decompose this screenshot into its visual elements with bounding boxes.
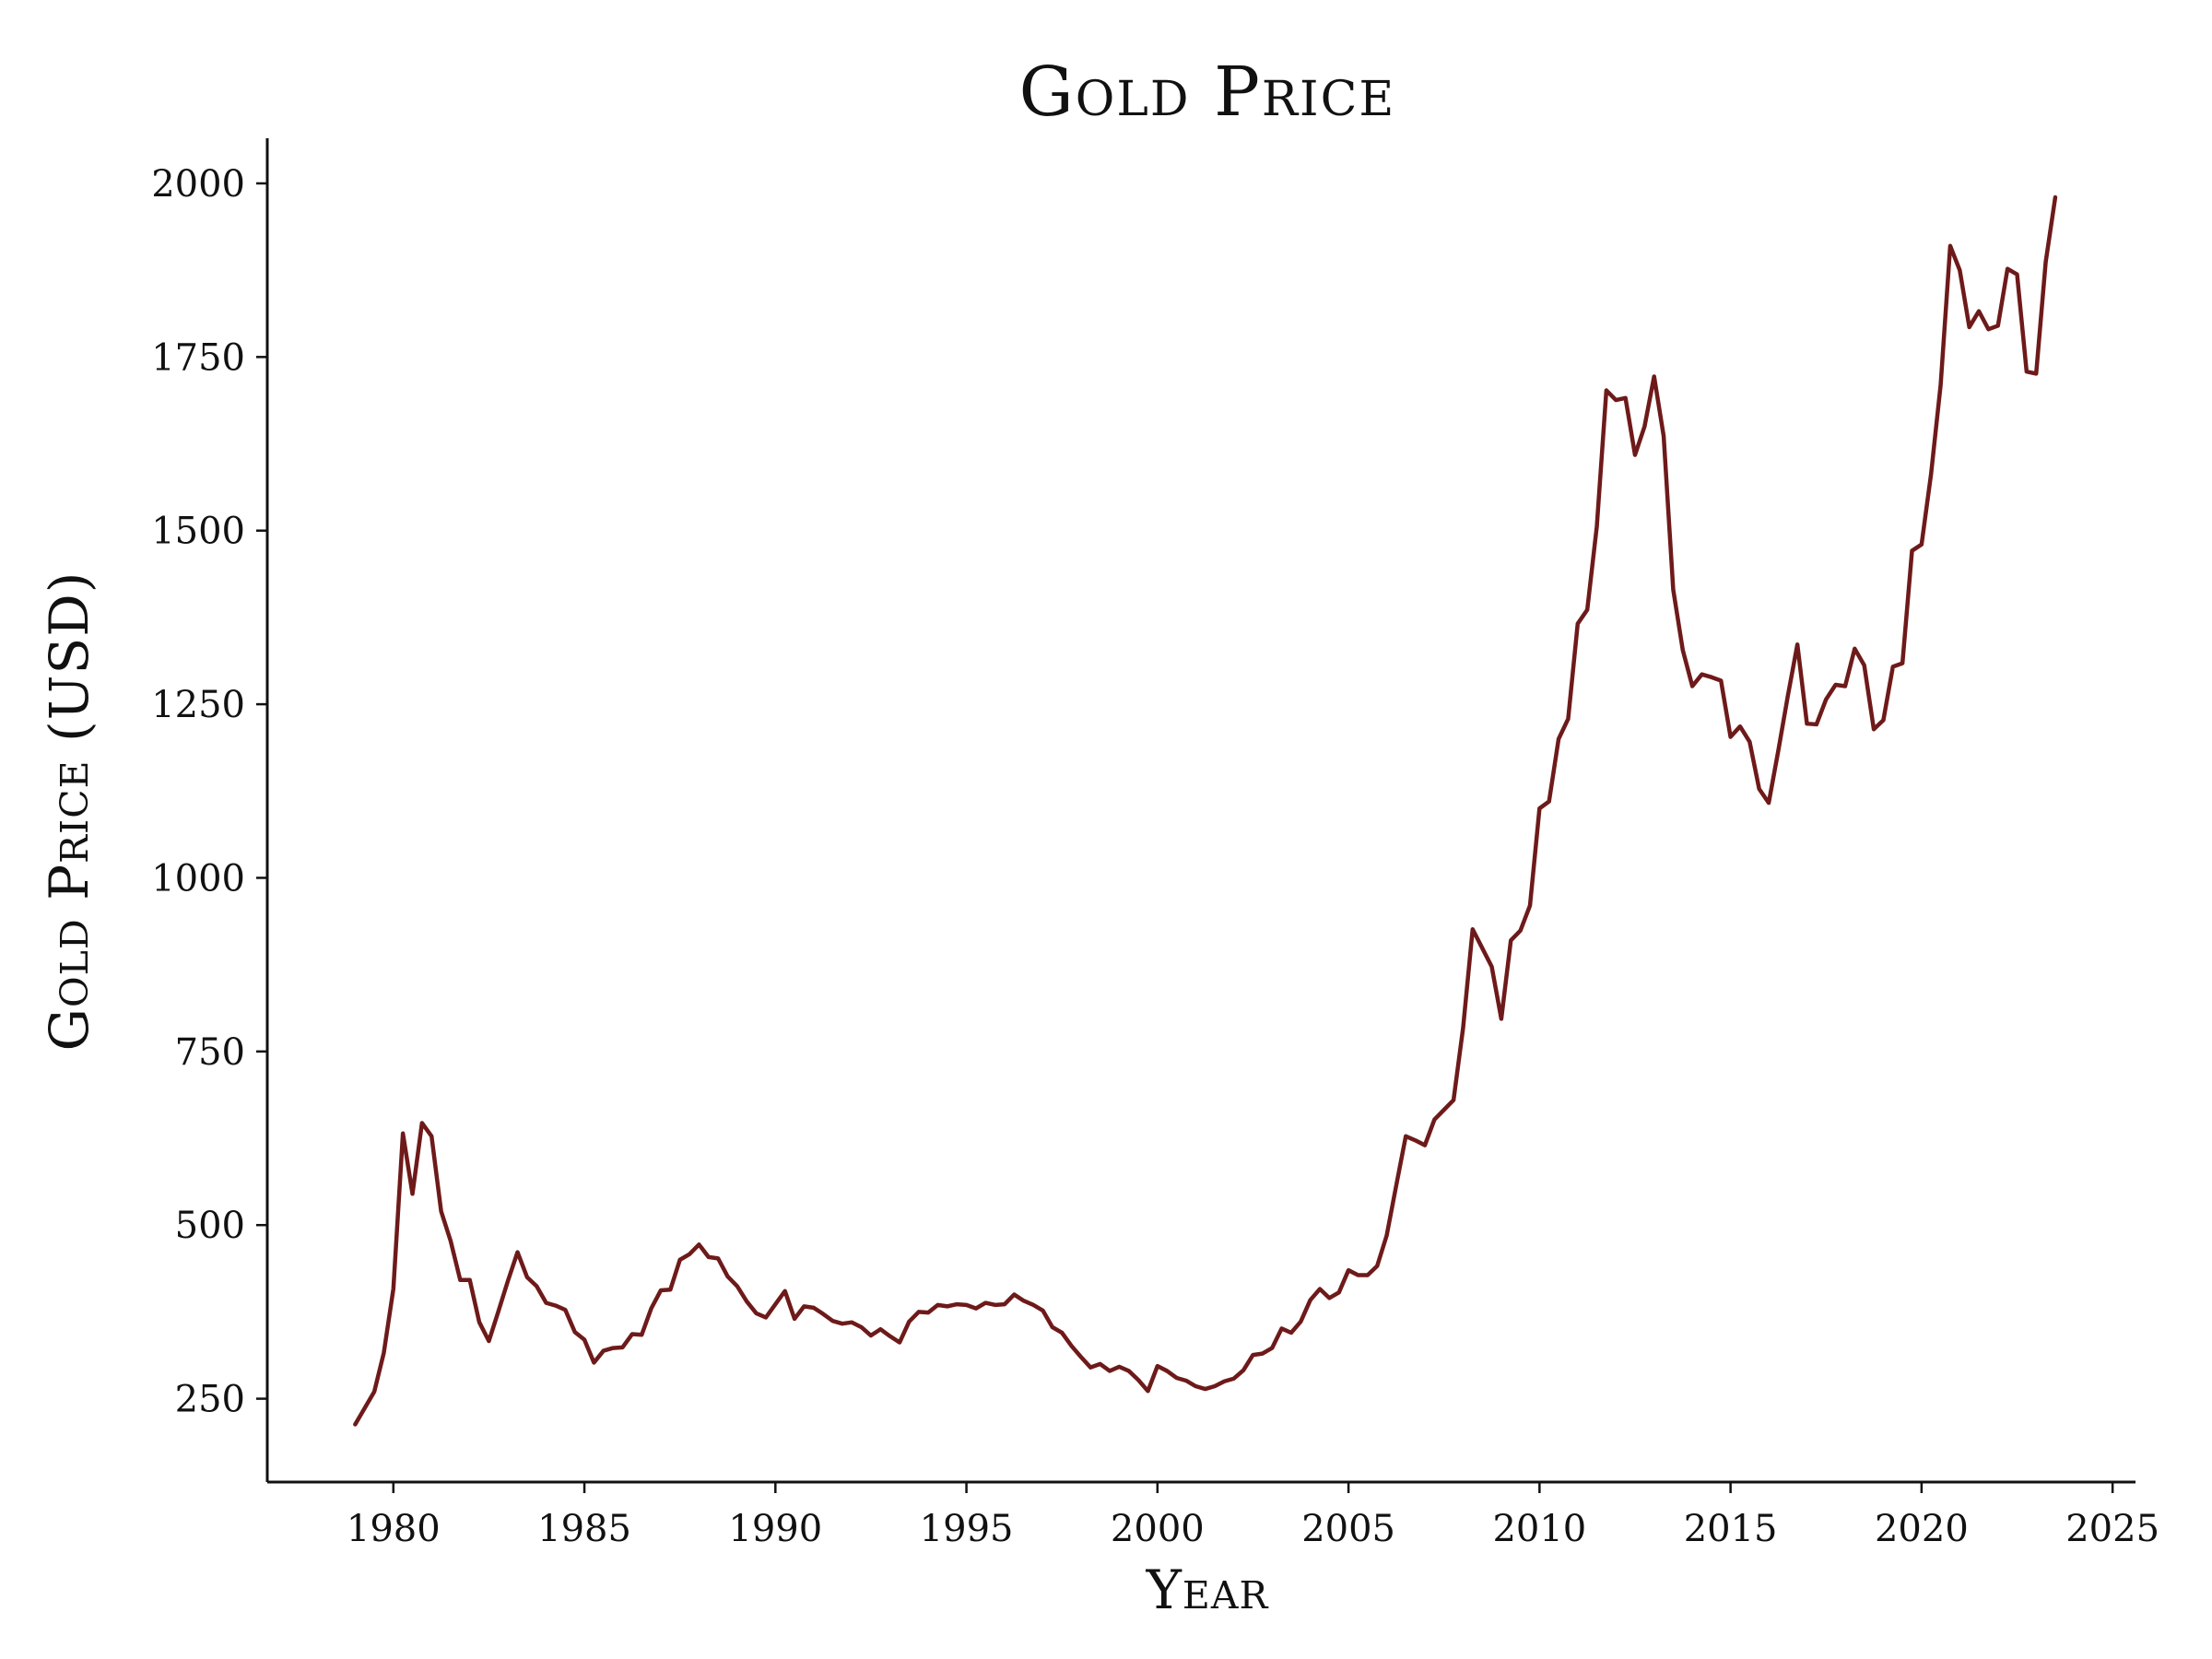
x-tick-label: 1980	[347, 1508, 441, 1550]
y-axis-label: Gold Price (USD)	[38, 571, 100, 1052]
x-axis-label: Year	[1146, 1559, 1269, 1621]
gold-price-series-line	[353, 194, 2058, 1427]
x-tick-label: 2020	[1875, 1508, 1969, 1550]
y-tick-label: 500	[175, 1205, 245, 1247]
x-tick-label: 2025	[2065, 1508, 2159, 1550]
series-layer	[353, 194, 2058, 1427]
y-tick-label: 250	[175, 1379, 245, 1421]
y-tick-label: 2000	[151, 163, 245, 206]
x-tick-label: 2005	[1301, 1508, 1395, 1550]
x-axis-ticks: 1980 1985 1990 1995 2000 2005 2010 2015 2020 2025	[347, 1482, 2159, 1550]
y-tick-label: 1250	[151, 684, 245, 726]
y-tick-label: 1500	[151, 511, 245, 553]
x-tick-label: 1985	[537, 1508, 631, 1550]
axes	[265, 138, 2136, 1484]
x-tick-label: 1990	[728, 1508, 822, 1550]
y-axis-ticks: 250 500 750 1000 1250 1500 1750 2000	[151, 163, 267, 1421]
x-tick-label: 2010	[1492, 1508, 1586, 1550]
x-tick-label: 2015	[1684, 1508, 1778, 1550]
y-tick-label: 1750	[151, 336, 245, 379]
y-tick-label: 750	[175, 1031, 245, 1074]
chart-title: Gold Price	[1019, 53, 1396, 132]
x-tick-label: 2000	[1111, 1508, 1205, 1550]
y-tick-label: 1000	[151, 857, 245, 900]
x-tick-label: 1995	[920, 1508, 1014, 1550]
